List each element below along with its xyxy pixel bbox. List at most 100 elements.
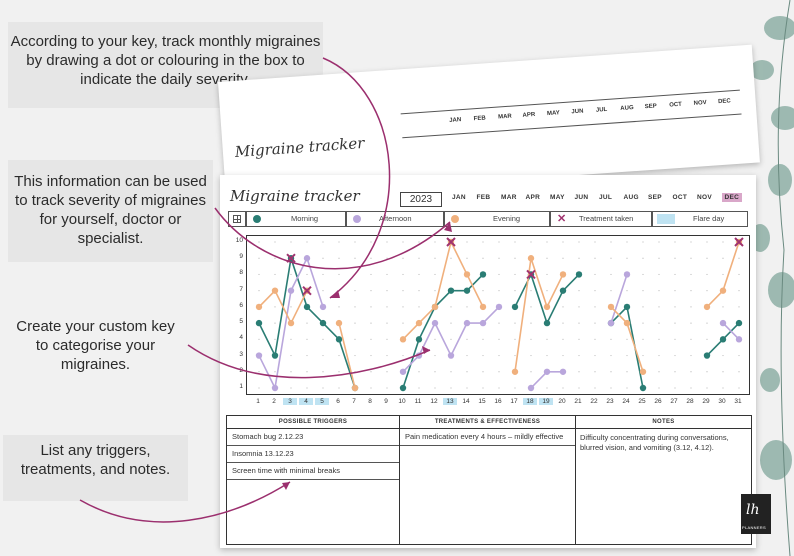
grid-dot [578, 306, 580, 308]
trigger-entry[interactable]: Stomach bug 2.12.23 [227, 429, 399, 446]
x-tick-day[interactable]: 30 [718, 398, 726, 405]
grid-dot [690, 371, 692, 373]
grid-dot [482, 241, 484, 243]
grid-dot [546, 241, 548, 243]
x-tick-day[interactable]: 22 [590, 398, 598, 405]
treatment-entry[interactable]: Pain medication every 4 hours – mildly e… [400, 429, 575, 446]
notes-column: NOTES Difficulty concentrating during co… [576, 416, 751, 544]
grid-dot [386, 387, 388, 389]
x-tick-day[interactable]: 9 [384, 398, 388, 405]
x-tick-day[interactable]: 20 [558, 398, 566, 405]
month-aug[interactable]: AUG [623, 194, 639, 201]
grid-dot [466, 387, 468, 389]
x-tick-day[interactable]: 15 [478, 398, 486, 405]
grid-dot [514, 354, 516, 357]
grid-dot [274, 306, 276, 308]
grid-dot [738, 354, 740, 357]
month-sep[interactable]: SEP [648, 194, 662, 201]
x-tick-day[interactable]: 31 [734, 398, 742, 405]
grid-dot [434, 387, 436, 389]
legend-icon-cell [228, 211, 246, 227]
grid-dot [450, 371, 452, 373]
grid-dot [258, 273, 260, 276]
grid-dot [322, 273, 324, 276]
grid-dot [642, 241, 644, 243]
x-tick-day[interactable]: 27 [670, 398, 678, 405]
flare-swatch-icon [657, 214, 675, 224]
month-jan[interactable]: JAN [452, 194, 466, 201]
legend-afternoon-label: Afternoon [379, 214, 412, 223]
data-point-evening [511, 368, 519, 375]
x-tick-day[interactable]: 4 [299, 398, 313, 405]
grid-dot [530, 306, 532, 308]
grid-dot [610, 371, 612, 373]
month-may[interactable]: MAY [550, 194, 565, 201]
x-tick-day[interactable]: 12 [430, 398, 438, 405]
grid-dot [418, 241, 420, 243]
month-apr[interactable]: APR [525, 194, 541, 201]
grid-dot [674, 306, 676, 308]
grid-dot [482, 371, 484, 373]
x-tick-day[interactable]: 7 [352, 398, 356, 405]
grid-dot [722, 306, 724, 308]
x-tick-day[interactable]: 28 [686, 398, 694, 405]
x-tick-day[interactable]: 3 [283, 398, 297, 405]
x-tick-day[interactable]: 24 [622, 398, 630, 405]
data-point-evening [271, 287, 279, 294]
x-tick-day[interactable]: 8 [368, 398, 372, 405]
month-dec[interactable]: DEC [721, 193, 743, 202]
x-tick-day[interactable]: 29 [702, 398, 710, 405]
grid-dot [578, 322, 580, 324]
x-tick-day[interactable]: 23 [606, 398, 614, 405]
x-tick-day[interactable]: 10 [398, 398, 406, 405]
grid-dot [530, 371, 532, 373]
brand-logo: lh PLANNERS [741, 494, 771, 534]
trigger-entry[interactable]: Insomnia 13.12.23 [227, 446, 399, 463]
notes-text[interactable]: Difficulty concentrating during conversa… [580, 433, 729, 452]
grid-dot [690, 387, 692, 389]
x-tick-day[interactable]: 13 [443, 398, 457, 405]
month-feb[interactable]: FEB [476, 194, 491, 201]
data-point-evening [559, 271, 567, 278]
x-tick-day[interactable]: 17 [510, 398, 518, 405]
data-point-morning [703, 352, 711, 359]
grid-dot [706, 290, 708, 292]
x-tick-day[interactable]: 5 [315, 398, 329, 405]
grid-dot [610, 338, 612, 340]
grid-dot [306, 241, 308, 243]
x-tick-day[interactable]: 25 [638, 398, 646, 405]
grid-dot [514, 273, 516, 276]
grid-dot [290, 387, 292, 389]
month-oct[interactable]: OCT [672, 194, 688, 201]
trigger-entry[interactable]: Screen time with minimal breaks [227, 463, 399, 480]
month-mar[interactable]: MAR [501, 194, 517, 201]
x-tick-day[interactable]: 16 [494, 398, 502, 405]
x-tick-day[interactable]: 11 [414, 398, 422, 405]
grid-dot [594, 371, 596, 373]
x-tick-day[interactable]: 18 [523, 398, 537, 405]
grid-dot [594, 322, 596, 324]
grid-dot [402, 306, 404, 308]
x-tick-day[interactable]: 14 [462, 398, 470, 405]
month-nov[interactable]: NOV [697, 194, 712, 201]
month-jun[interactable]: JUN [574, 194, 589, 201]
data-point-afternoon [399, 368, 407, 375]
x-tick-day[interactable]: 1 [256, 398, 260, 405]
x-tick-day[interactable]: 6 [336, 398, 340, 405]
x-tick-day[interactable]: 19 [539, 398, 553, 405]
grid-dot [450, 306, 452, 308]
x-tick-day[interactable]: 26 [654, 398, 662, 405]
x-tick-day[interactable]: 2 [272, 398, 276, 405]
month-jul[interactable]: JUL [599, 194, 613, 201]
grid-dot [370, 306, 372, 308]
grid-dot [530, 241, 532, 243]
grid-dot [578, 241, 580, 243]
grid-dot [306, 354, 308, 357]
y-tick: 6 [239, 301, 243, 309]
x-tick-day[interactable]: 21 [574, 398, 582, 405]
triggers-column: POSSIBLE TRIGGERS Stomach bug 2.12.23 Ins… [227, 416, 400, 544]
grid-dot [338, 241, 340, 243]
grid-dot [690, 338, 692, 340]
year-field[interactable]: 2023 [400, 192, 442, 207]
grid-dot [674, 354, 676, 357]
